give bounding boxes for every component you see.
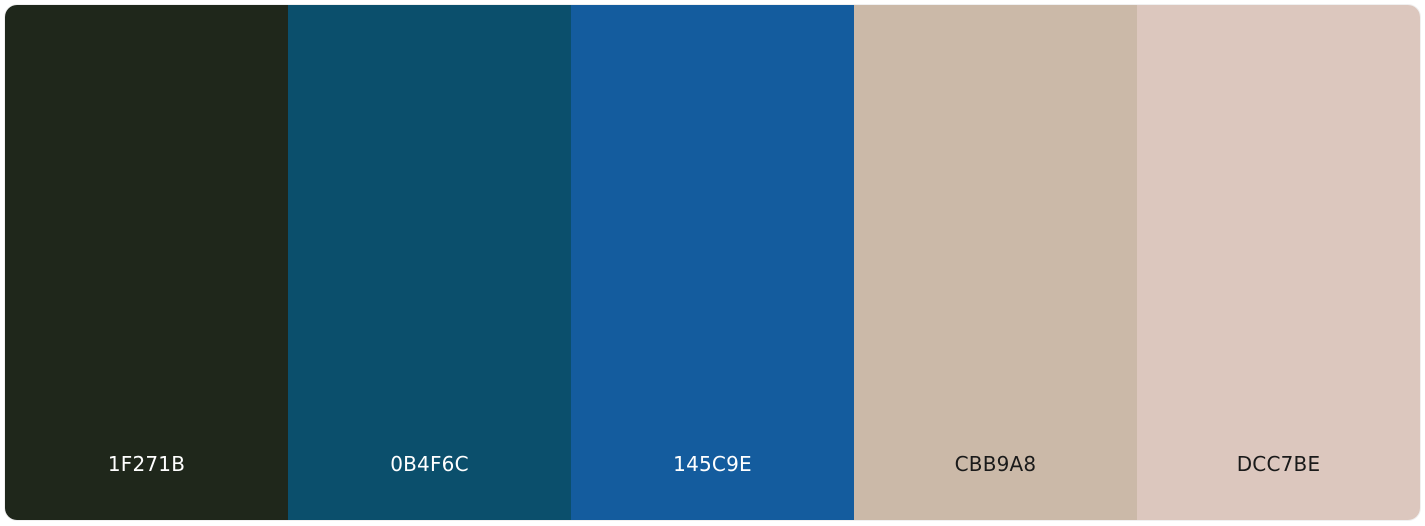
- color-swatch-4[interactable]: CBB9A8: [854, 5, 1137, 520]
- swatch-hex-label: CBB9A8: [954, 452, 1037, 476]
- swatch-hex-label: 0B4F6C: [390, 452, 469, 476]
- color-swatch-3[interactable]: 145C9E: [571, 5, 854, 520]
- swatch-hex-label: 1F271B: [107, 452, 186, 476]
- swatch-hex-label: 145C9E: [673, 452, 752, 476]
- swatch-hex-label: DCC7BE: [1236, 452, 1321, 476]
- color-palette: 1F271B 0B4F6C 145C9E CBB9A8 DCC7BE: [5, 5, 1420, 520]
- color-swatch-1[interactable]: 1F271B: [5, 5, 288, 520]
- color-swatch-5[interactable]: DCC7BE: [1137, 5, 1420, 520]
- color-swatch-2[interactable]: 0B4F6C: [288, 5, 571, 520]
